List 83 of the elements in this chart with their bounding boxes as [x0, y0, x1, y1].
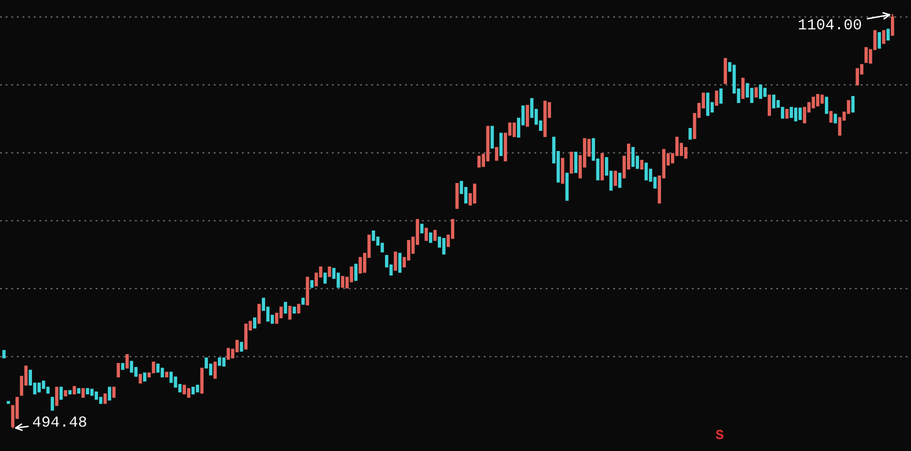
candlestick — [640, 160, 644, 170]
candlestick — [82, 388, 85, 398]
annotation: 494.48 — [32, 416, 86, 427]
candlestick — [618, 172, 622, 188]
candlestick — [6, 400, 10, 404]
candlestick — [297, 304, 300, 314]
candlestick — [112, 386, 116, 398]
candlestick — [160, 368, 164, 378]
candlestick — [490, 126, 494, 148]
candlestick — [244, 324, 248, 350]
candlestick — [824, 96, 828, 114]
candlestick — [341, 276, 344, 288]
candlestick — [442, 238, 446, 254]
candlestick — [864, 47, 868, 63]
candlestick — [834, 114, 837, 124]
candlestick — [191, 386, 195, 394]
candlestick — [323, 272, 327, 284]
candlestick — [116, 362, 120, 378]
candlestick — [77, 388, 80, 394]
candlestick — [138, 374, 142, 384]
candlestick — [394, 252, 398, 271]
candlestick — [284, 302, 288, 314]
candlestick — [570, 152, 574, 174]
candlestick — [68, 390, 72, 394]
annotation: S — [716, 430, 724, 440]
candlestick — [310, 280, 314, 288]
candlestick — [72, 386, 76, 394]
candlestick — [754, 87, 758, 98]
candlestick — [200, 368, 204, 394]
candlestick — [724, 58, 727, 84]
candlestick — [292, 306, 296, 314]
candlestick — [560, 158, 564, 184]
candlestick — [104, 394, 107, 404]
candlestick — [886, 28, 890, 40]
candlestick — [719, 88, 723, 104]
candlestick — [165, 372, 168, 378]
candlestick — [741, 78, 745, 99]
candlestick — [600, 153, 604, 180]
candlestick — [495, 146, 498, 161]
candlestick — [543, 100, 547, 137]
candlestick — [829, 110, 833, 123]
candlestick — [614, 170, 618, 186]
candlestick — [684, 146, 688, 159]
candlestick — [688, 128, 692, 140]
candlestick — [477, 156, 481, 168]
candlestick — [398, 252, 402, 273]
candlestick — [125, 354, 129, 369]
candlestick — [306, 276, 310, 306]
candlestick — [55, 386, 58, 406]
candlestick — [768, 94, 771, 116]
candlestick — [420, 224, 424, 234]
candlestick — [222, 358, 226, 367]
candlestick — [257, 304, 261, 324]
candlestick — [878, 32, 881, 49]
candlestick — [121, 362, 124, 370]
candlestick — [455, 182, 459, 209]
candlestick — [288, 306, 292, 320]
candlestick — [565, 172, 569, 201]
candlestick — [631, 146, 635, 167]
candlestick — [526, 104, 530, 127]
candlestick — [60, 386, 63, 400]
candlestick — [143, 372, 146, 382]
candlestick — [882, 30, 886, 44]
candlestick — [328, 266, 332, 277]
candlestick — [130, 360, 134, 373]
candlestick — [301, 298, 305, 305]
candlestick — [851, 96, 855, 112]
candlestick — [108, 386, 112, 400]
candlestick — [354, 264, 358, 281]
candlestick — [574, 152, 578, 173]
candlestick — [433, 230, 437, 241]
candlestick — [424, 228, 428, 241]
candlestick — [90, 388, 94, 396]
candlestick — [758, 84, 762, 99]
candlestick — [213, 362, 217, 379]
candlestick — [50, 396, 54, 411]
candlestick — [714, 90, 718, 106]
candlestick — [152, 362, 156, 374]
candlestick — [429, 232, 432, 243]
candlestick — [253, 317, 256, 328]
candlestick — [644, 162, 648, 180]
candlestick — [499, 132, 503, 156]
annotation: 1104.00 — [798, 19, 862, 30]
